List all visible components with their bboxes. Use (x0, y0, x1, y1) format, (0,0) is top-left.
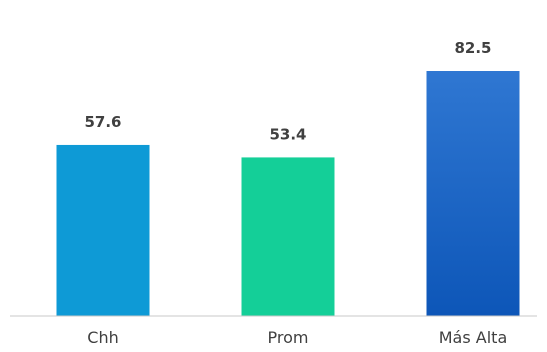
category-label: Más Alta (439, 328, 508, 347)
category-label: Prom (268, 328, 309, 347)
category-label: Chh (87, 328, 118, 347)
value-label: 53.4 (269, 125, 306, 143)
bar-chh (56, 144, 150, 316)
value-labels-group: 57.6 53.4 82.5 (84, 39, 491, 143)
category-labels-group: Chh Prom Más Alta (87, 328, 507, 347)
bar-prom (241, 157, 335, 316)
value-label: 57.6 (84, 113, 121, 131)
value-label: 82.5 (454, 39, 491, 57)
bars-group (56, 71, 520, 316)
bar-m-s-alta (426, 71, 520, 316)
